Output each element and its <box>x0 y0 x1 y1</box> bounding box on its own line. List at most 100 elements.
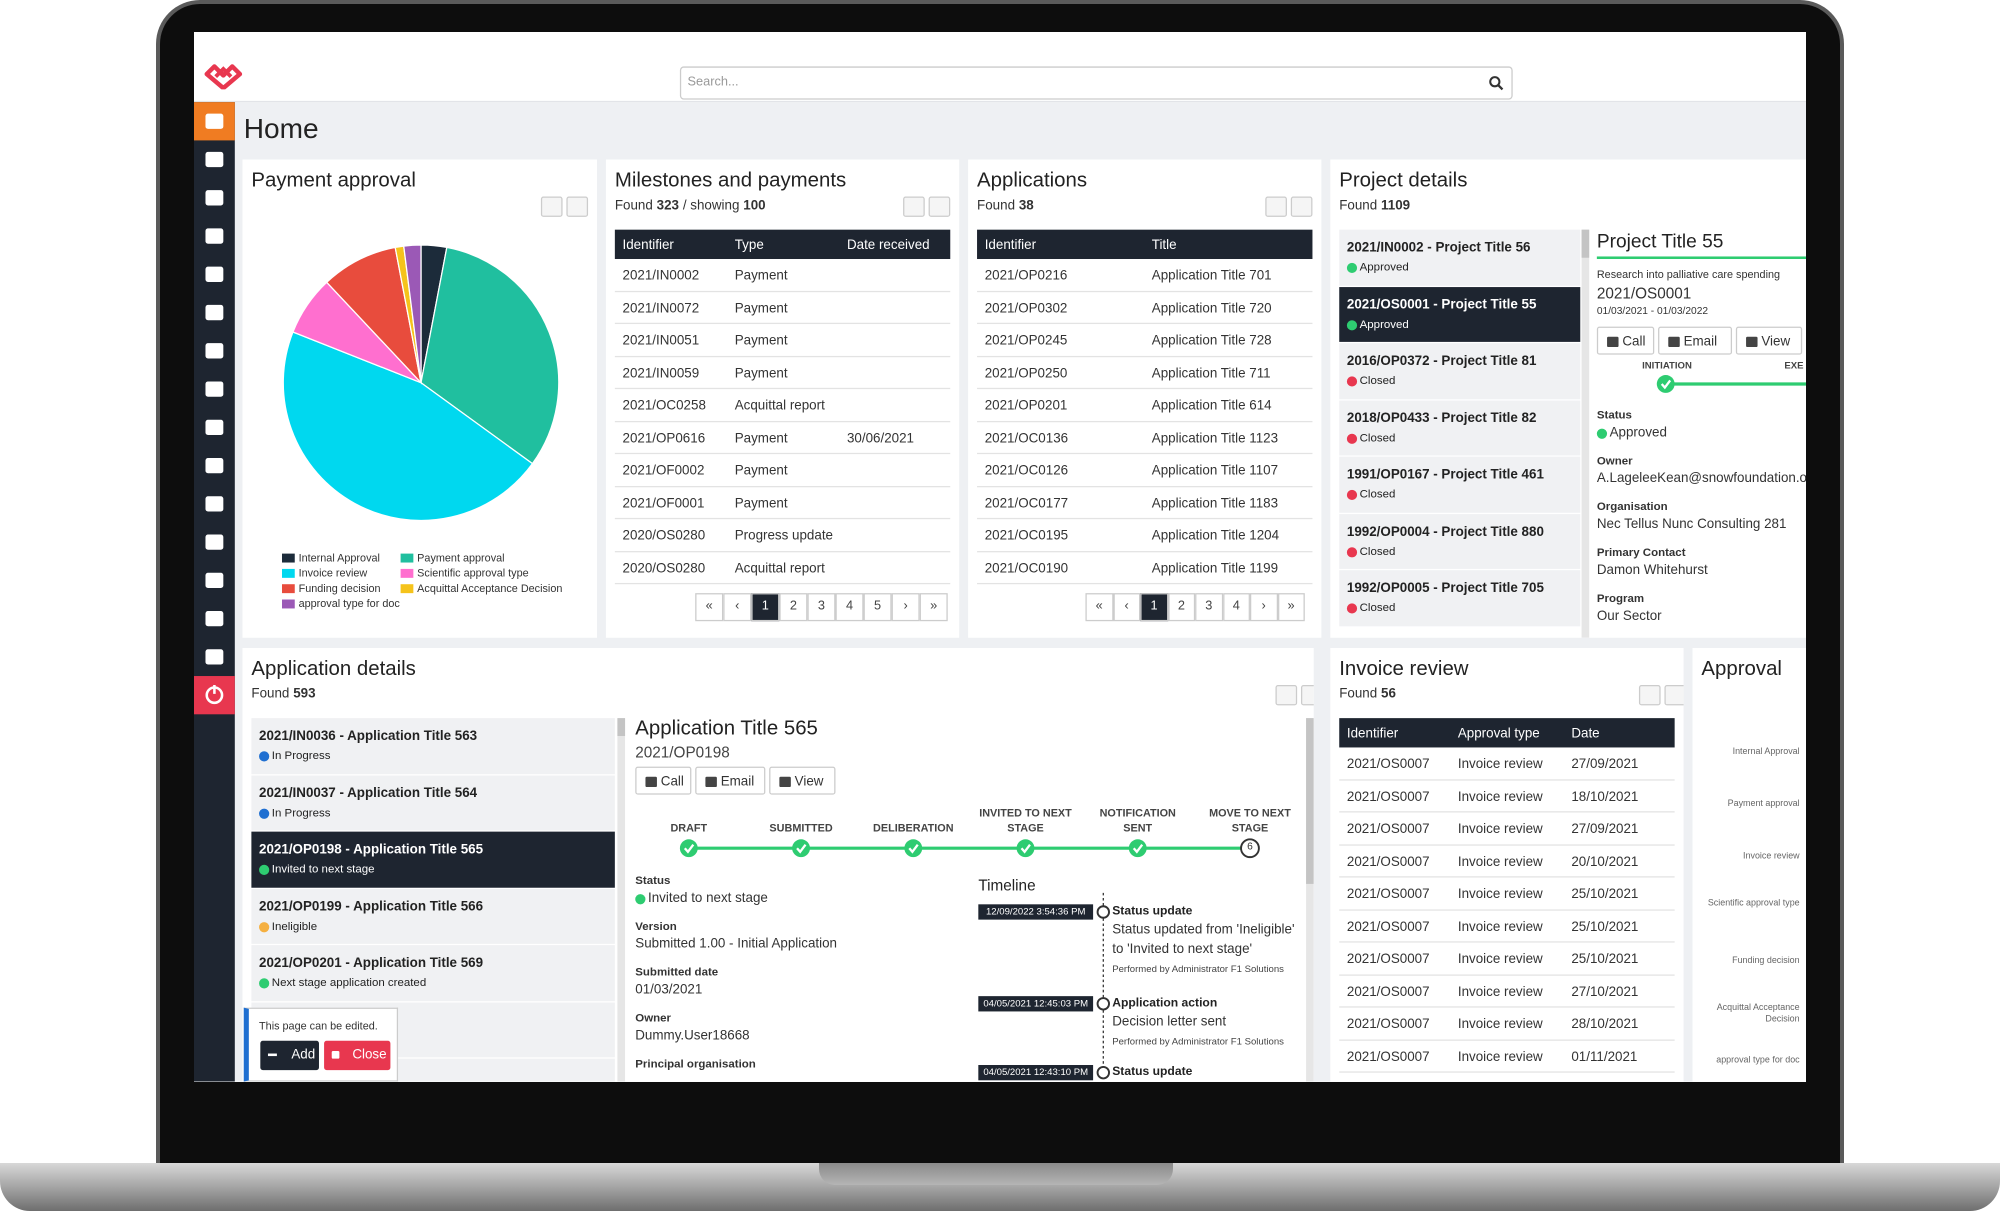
table-row[interactable]: 2021/OS0007 Invoice review 18/10/2021 <box>1339 780 1675 813</box>
sidebar-item[interactable] <box>194 217 235 255</box>
page-button[interactable]: » <box>919 593 948 622</box>
table-row[interactable]: 2021/OP0216 Application Title 701 <box>977 259 1313 292</box>
table-row[interactable]: 2021/OS0007 Invoice review 01/11/2021 <box>1339 1040 1675 1073</box>
sidebar-item[interactable] <box>194 255 235 293</box>
sidebar-icon <box>205 419 224 436</box>
table-row[interactable]: 2020/OS0280 Acquittal report <box>614 552 951 585</box>
table-row[interactable]: 2021/OS0007 Invoice review 25/10/2021 <box>1339 943 1675 976</box>
list-item[interactable]: 2021/OS0001 - Project Title 55 Approved <box>1339 286 1581 342</box>
page-button[interactable]: › <box>891 593 920 622</box>
table-row[interactable]: 2021/OC0190 Application Title 1199 <box>977 552 1313 585</box>
panel-action-icon[interactable] <box>1664 684 1684 706</box>
table-row[interactable]: 2021/OF0002 Payment <box>614 454 951 487</box>
panel-action-icon[interactable] <box>1290 196 1313 217</box>
list-item[interactable]: 2018/OP0433 - Project Title 82 Closed <box>1339 399 1581 456</box>
table-row[interactable]: 2021/OS0007 Invoice review 25/10/2021 <box>1339 910 1675 943</box>
sidebar-item[interactable] <box>194 408 235 446</box>
panel-action-icon[interactable] <box>1265 196 1287 217</box>
page-button[interactable]: 3 <box>1195 593 1223 622</box>
panel-action-icon[interactable] <box>928 196 951 217</box>
list-item[interactable]: 2021/IN0036 - Application Title 563 In Pr… <box>251 718 615 774</box>
panel-action-icon[interactable] <box>566 196 589 217</box>
list-item[interactable]: 2021/OP0201 - Application Title 569 Next … <box>251 945 615 1001</box>
close-button[interactable]: Close <box>324 1040 391 1071</box>
list-item[interactable]: 2021/OP0198 - Application Title 565 Invit… <box>251 831 615 888</box>
table-row[interactable]: 2021/IN0072 Payment <box>614 292 951 325</box>
page-button[interactable]: « <box>695 593 724 622</box>
sidebar-item[interactable] <box>194 370 235 408</box>
list-item[interactable]: 2021/IN0002 - Project Title 56 Approved <box>1339 229 1581 286</box>
table-row[interactable]: 2021/OP0250 Application Title 711 <box>977 357 1313 390</box>
sidebar-item[interactable] <box>194 638 235 676</box>
table-row[interactable]: 2021/OS0007 Invoice review 28/10/2021 <box>1339 1008 1675 1041</box>
action-button[interactable]: Call <box>1596 326 1655 355</box>
table-row[interactable]: 2021/OC0195 Application Title 1204 <box>977 519 1313 552</box>
page-button[interactable]: ‹ <box>723 593 752 622</box>
page-button[interactable]: » <box>1277 593 1305 622</box>
field-value: Submitted 1.00 - Initial Application <box>635 936 838 952</box>
page-button[interactable]: › <box>1249 593 1278 622</box>
table-row[interactable]: 2021/OS0007 Invoice review 27/10/2021 <box>1339 975 1675 1008</box>
list-item[interactable]: 1991/OP0167 - Project Title 461 Closed <box>1339 456 1581 513</box>
table-cell: 2021/IN0002 <box>622 267 700 284</box>
table-cell: 2020/OS0280 <box>622 560 706 576</box>
sidebar-item[interactable] <box>194 179 235 217</box>
action-button[interactable]: View <box>1735 326 1803 355</box>
page-button[interactable]: ‹ <box>1112 593 1141 622</box>
sidebar-item[interactable] <box>194 600 235 638</box>
sidebar-item[interactable] <box>194 446 235 484</box>
table-row[interactable]: 2020/OS0280 Progress update <box>614 519 951 552</box>
item-label: 2021/OS0001 - Project Title 55 <box>1346 296 1537 312</box>
table-row[interactable]: 2021/OP0201 Application Title 614 <box>977 389 1313 422</box>
sidebar-item[interactable] <box>194 102 235 141</box>
add-button[interactable]: Add <box>260 1040 319 1071</box>
sidebar-item[interactable] <box>194 332 235 370</box>
table-row[interactable]: 2021/IN0002 Payment <box>614 259 951 292</box>
action-button[interactable]: Email <box>1658 326 1733 355</box>
table-row[interactable]: 2021/OP0616 Payment 30/06/2021 <box>614 422 951 455</box>
table-row[interactable]: 2021/IN0051 Payment <box>614 324 951 357</box>
page-button[interactable]: 1 <box>751 593 780 622</box>
table-row[interactable]: 2021/OS0007 Invoice review 25/10/2021 <box>1339 878 1675 911</box>
list-item[interactable]: 1992/OP0005 - Project Title 705 Closed <box>1339 570 1581 626</box>
table-row[interactable]: 2021/OP0302 Application Title 720 <box>977 292 1313 325</box>
table-row[interactable]: 2021/OS0007 Invoice review 20/10/2021 <box>1339 845 1675 878</box>
sidebar-item[interactable] <box>194 293 235 331</box>
page-button[interactable]: 2 <box>1167 593 1196 622</box>
sidebar-item[interactable] <box>194 676 235 715</box>
list-item[interactable]: 2021/IN0037 - Application Title 564 In Pr… <box>251 774 615 831</box>
sidebar-item[interactable] <box>194 561 235 599</box>
sidebar-item[interactable] <box>194 523 235 561</box>
sidebar-item[interactable] <box>194 485 235 523</box>
list-item[interactable]: 1992/OP0004 - Project Title 880 Closed <box>1339 513 1581 569</box>
page-button[interactable]: 4 <box>835 593 864 622</box>
page-button[interactable]: 2 <box>779 593 808 622</box>
table-row[interactable]: 2021/OS0007 Invoice review 27/09/2021 <box>1339 747 1675 780</box>
list-item[interactable]: 2021/OP0199 - Application Title 566 Ineli… <box>251 888 615 944</box>
table-row[interactable]: 2021/IN0059 Payment <box>614 357 951 390</box>
panel-action-icon[interactable] <box>540 196 563 217</box>
panel-action-icon[interactable] <box>903 196 925 217</box>
panel-action-icon[interactable] <box>1275 684 1298 706</box>
table-row[interactable]: 2021/OP0245 Application Title 728 <box>977 324 1313 357</box>
search-box[interactable]: Search... <box>679 66 1513 100</box>
panel-action-icon[interactable] <box>1300 684 1314 706</box>
page-button[interactable]: 1 <box>1140 593 1168 622</box>
sidebar-item[interactable] <box>194 140 235 178</box>
action-button[interactable]: View <box>769 766 836 795</box>
table-row[interactable]: 2021/OC0177 Application Title 1183 <box>977 487 1313 520</box>
page-button[interactable]: « <box>1085 593 1113 622</box>
table-row[interactable]: 2021/OC0136 Application Title 1123 <box>977 422 1313 455</box>
table-row[interactable]: 2021/OC0126 Application Title 1107 <box>977 454 1313 487</box>
page-button[interactable]: 4 <box>1222 593 1250 622</box>
action-button[interactable]: Call <box>635 766 692 795</box>
panel-action-icon[interactable] <box>1638 684 1661 706</box>
axis-label: Acquittal Acceptance Decision <box>1716 1003 1800 1025</box>
action-button[interactable]: Email <box>695 766 766 795</box>
table-row[interactable]: 2021/OF0001 Payment <box>614 487 951 520</box>
page-button[interactable]: 5 <box>863 593 892 622</box>
list-item[interactable]: 2016/OP0372 - Project Title 81 Closed <box>1339 343 1581 399</box>
table-row[interactable]: 2021/OC0258 Acquittal report <box>614 389 951 422</box>
page-button[interactable]: 3 <box>807 593 836 622</box>
table-row[interactable]: 2021/OS0007 Invoice review 27/09/2021 <box>1339 812 1675 846</box>
